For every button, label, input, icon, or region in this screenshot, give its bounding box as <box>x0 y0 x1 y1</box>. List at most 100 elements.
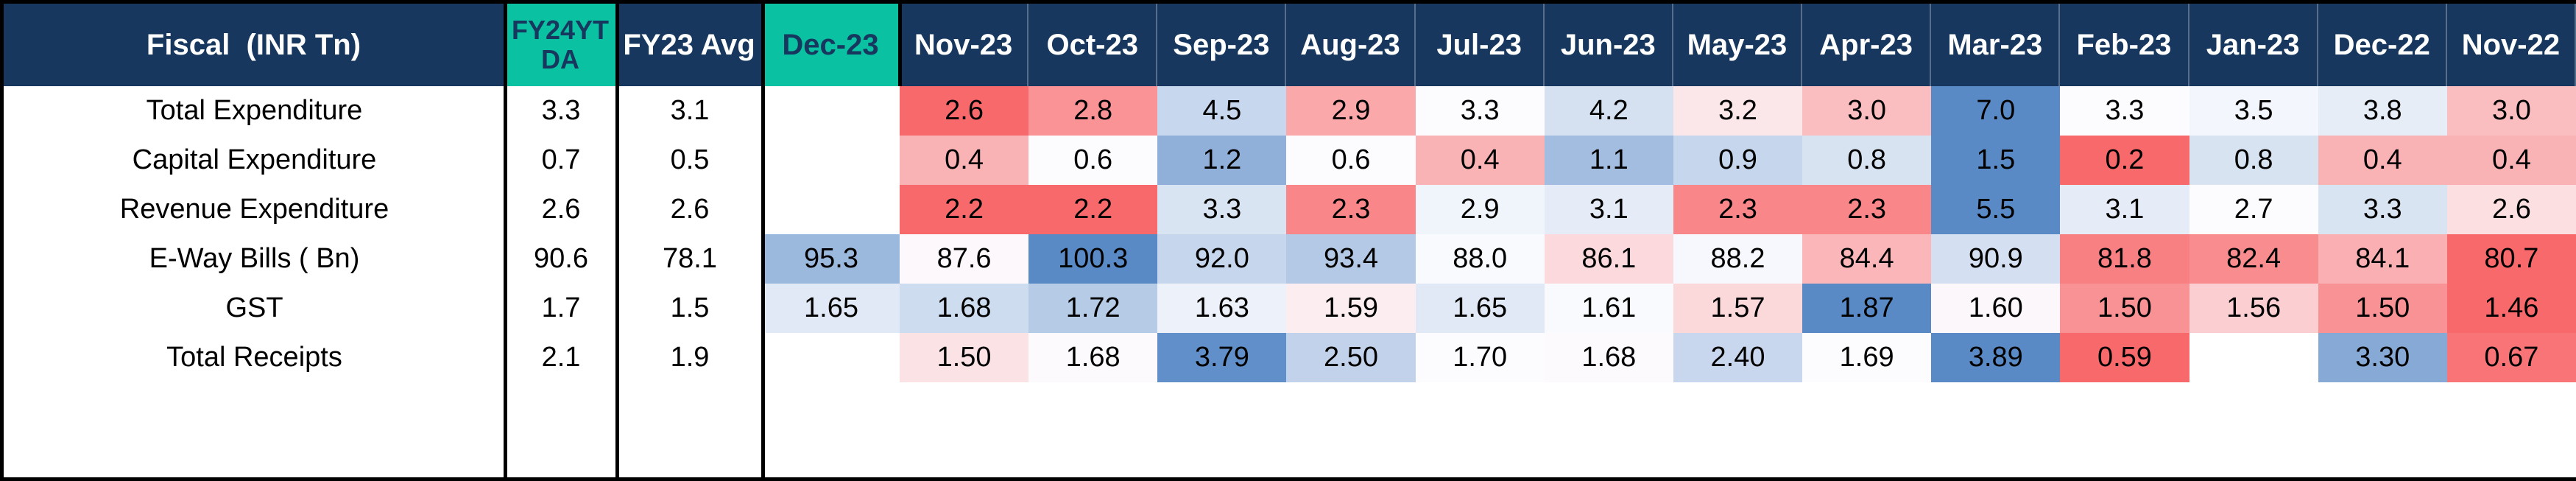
heat-cell-capital-expenditure-sep-23: 1.2 <box>1157 136 1287 185</box>
heat-cell-gst-apr-23: 1.87 <box>1802 284 1932 333</box>
ytd-value-total-expenditure: 3.3 <box>505 86 617 136</box>
heat-cell-gst-sep-23: 1.63 <box>1157 284 1287 333</box>
heat-cell-revenue-expenditure-nov-23: 2.2 <box>900 185 1029 234</box>
heat-cell-total-expenditure-jun-23: 4.2 <box>1544 86 1673 136</box>
heat-cell-revenue-expenditure-may-23: 2.3 <box>1673 185 1803 234</box>
heat-cell-gst-aug-23: 1.59 <box>1286 284 1416 333</box>
heat-cell-total-expenditure-nov-23: 2.6 <box>900 86 1029 136</box>
column-divider-after-labels <box>504 4 507 477</box>
heat-cell-total-receipts-dec-22: 3.30 <box>2318 333 2447 382</box>
heat-cell-capital-expenditure-oct-23: 0.6 <box>1028 136 1158 185</box>
heat-cell-e-way-bills-bn-jan-23: 82.4 <box>2189 234 2318 284</box>
heat-cell-e-way-bills-bn-feb-23: 81.8 <box>2060 234 2189 284</box>
fy24ytd-column-header: FY24YTDA <box>505 4 617 86</box>
heat-cell-capital-expenditure-dec-23 <box>763 136 900 185</box>
ytd-value-e-way-bills-bn: 90.6 <box>505 234 617 284</box>
heat-cell-e-way-bills-bn-jun-23: 86.1 <box>1544 234 1673 284</box>
column-divider-after-fy23avg <box>761 4 765 477</box>
month-header-dec-22: Dec-22 <box>2318 4 2447 86</box>
month-header-jul-23: Jul-23 <box>1415 4 1545 86</box>
month-header-aug-23: Aug-23 <box>1286 4 1416 86</box>
heat-cell-total-receipts-aug-23: 2.50 <box>1286 333 1416 382</box>
heat-cell-revenue-expenditure-feb-23: 3.1 <box>2060 185 2189 234</box>
column-divider-after-ytd <box>615 4 619 477</box>
ytd-value-revenue-expenditure: 2.6 <box>505 185 617 234</box>
fy23avg-value-capital-expenditure: 0.5 <box>617 136 763 185</box>
fy23avg-value-revenue-expenditure: 2.6 <box>617 185 763 234</box>
heat-cell-e-way-bills-bn-oct-23: 100.3 <box>1028 234 1158 284</box>
heat-cell-total-expenditure-jan-23: 3.5 <box>2189 86 2318 136</box>
heat-cell-revenue-expenditure-nov-22: 2.6 <box>2446 185 2576 234</box>
heat-cell-gst-jun-23: 1.61 <box>1544 284 1673 333</box>
ytd-value-total-receipts: 2.1 <box>505 333 617 382</box>
month-header-nov-23: Nov-23 <box>900 4 1029 86</box>
month-header-nov-22: Nov-22 <box>2446 4 2576 86</box>
month-header-feb-23: Feb-23 <box>2060 4 2189 86</box>
heat-cell-gst-oct-23: 1.72 <box>1028 284 1158 333</box>
heat-cell-revenue-expenditure-jun-23: 3.1 <box>1544 185 1673 234</box>
fy23avg-value-gst: 1.5 <box>617 284 763 333</box>
heat-cell-e-way-bills-bn-aug-23: 93.4 <box>1286 234 1416 284</box>
fy23avg-value-total-expenditure: 3.1 <box>617 86 763 136</box>
heat-cell-total-receipts-jul-23: 1.70 <box>1415 333 1545 382</box>
heat-cell-total-receipts-jan-23 <box>2189 333 2318 382</box>
heat-cell-e-way-bills-bn-jul-23: 88.0 <box>1415 234 1545 284</box>
heat-cell-e-way-bills-bn-nov-22: 80.7 <box>2446 234 2576 284</box>
heat-cell-total-receipts-jun-23: 1.68 <box>1544 333 1673 382</box>
heat-cell-gst-jan-23: 1.56 <box>2189 284 2318 333</box>
heat-cell-gst-mar-23: 1.60 <box>1931 284 2061 333</box>
heat-cell-gst-dec-23: 1.65 <box>763 284 900 333</box>
heat-cell-total-expenditure-dec-23 <box>763 86 900 136</box>
heat-cell-revenue-expenditure-oct-23: 2.2 <box>1028 185 1158 234</box>
month-header-may-23: May-23 <box>1673 4 1803 86</box>
fy23avg-value-e-way-bills-bn: 78.1 <box>617 234 763 284</box>
heat-cell-total-receipts-may-23: 2.40 <box>1673 333 1803 382</box>
heat-cell-total-expenditure-mar-23: 7.0 <box>1931 86 2061 136</box>
heat-cell-e-way-bills-bn-nov-23: 87.6 <box>900 234 1029 284</box>
heat-cell-e-way-bills-bn-dec-22: 84.1 <box>2318 234 2447 284</box>
heat-cell-revenue-expenditure-dec-23 <box>763 185 900 234</box>
heat-cell-revenue-expenditure-jan-23: 2.7 <box>2189 185 2318 234</box>
heat-cell-e-way-bills-bn-mar-23: 90.9 <box>1931 234 2061 284</box>
heat-cell-total-expenditure-oct-23: 2.8 <box>1028 86 1158 136</box>
heat-cell-revenue-expenditure-jul-23: 2.9 <box>1415 185 1545 234</box>
heat-cell-gst-may-23: 1.57 <box>1673 284 1803 333</box>
heat-cell-total-receipts-dec-23 <box>763 333 900 382</box>
heat-cell-capital-expenditure-feb-23: 0.2 <box>2060 136 2189 185</box>
heat-cell-total-expenditure-may-23: 3.2 <box>1673 86 1803 136</box>
heat-cell-capital-expenditure-nov-22: 0.4 <box>2446 136 2576 185</box>
column-divider-after-dec23-header <box>898 4 902 86</box>
fy23avg-column-header: FY23 Avg <box>617 4 763 86</box>
heat-cell-capital-expenditure-jan-23: 0.8 <box>2189 136 2318 185</box>
heat-cell-capital-expenditure-aug-23: 0.6 <box>1286 136 1416 185</box>
month-header-mar-23: Mar-23 <box>1931 4 2061 86</box>
heat-cell-revenue-expenditure-dec-22: 3.3 <box>2318 185 2447 234</box>
heat-cell-capital-expenditure-mar-23: 1.5 <box>1931 136 2061 185</box>
heat-cell-gst-nov-22: 1.46 <box>2446 284 2576 333</box>
heat-cell-capital-expenditure-may-23: 0.9 <box>1673 136 1803 185</box>
row-label-e-way-bills-bn: E-Way Bills ( Bn) <box>4 234 505 284</box>
month-header-jun-23: Jun-23 <box>1544 4 1673 86</box>
heat-cell-gst-jul-23: 1.65 <box>1415 284 1545 333</box>
heat-cell-e-way-bills-bn-sep-23: 92.0 <box>1157 234 1287 284</box>
heat-cell-capital-expenditure-dec-22: 0.4 <box>2318 136 2447 185</box>
heat-cell-revenue-expenditure-sep-23: 3.3 <box>1157 185 1287 234</box>
fiscal-column-header: Fiscal (INR Tn) <box>4 4 505 86</box>
heat-cell-total-receipts-nov-22: 0.67 <box>2446 333 2576 382</box>
heat-cell-total-expenditure-aug-23: 2.9 <box>1286 86 1416 136</box>
row-label-total-expenditure: Total Expenditure <box>4 86 505 136</box>
heat-cell-e-way-bills-bn-may-23: 88.2 <box>1673 234 1803 284</box>
heat-cell-revenue-expenditure-apr-23: 2.3 <box>1802 185 1932 234</box>
heat-cell-gst-feb-23: 1.50 <box>2060 284 2189 333</box>
month-header-oct-23: Oct-23 <box>1028 4 1158 86</box>
ytd-value-gst: 1.7 <box>505 284 617 333</box>
row-label-total-receipts: Total Receipts <box>4 333 505 382</box>
heat-cell-total-receipts-nov-23: 1.50 <box>900 333 1029 382</box>
heat-cell-capital-expenditure-jul-23: 0.4 <box>1415 136 1545 185</box>
heat-cell-total-receipts-apr-23: 1.69 <box>1802 333 1932 382</box>
heat-cell-total-receipts-sep-23: 3.79 <box>1157 333 1287 382</box>
heat-cell-capital-expenditure-apr-23: 0.8 <box>1802 136 1932 185</box>
heat-cell-total-receipts-mar-23: 3.89 <box>1931 333 2061 382</box>
month-header-jan-23: Jan-23 <box>2189 4 2318 86</box>
